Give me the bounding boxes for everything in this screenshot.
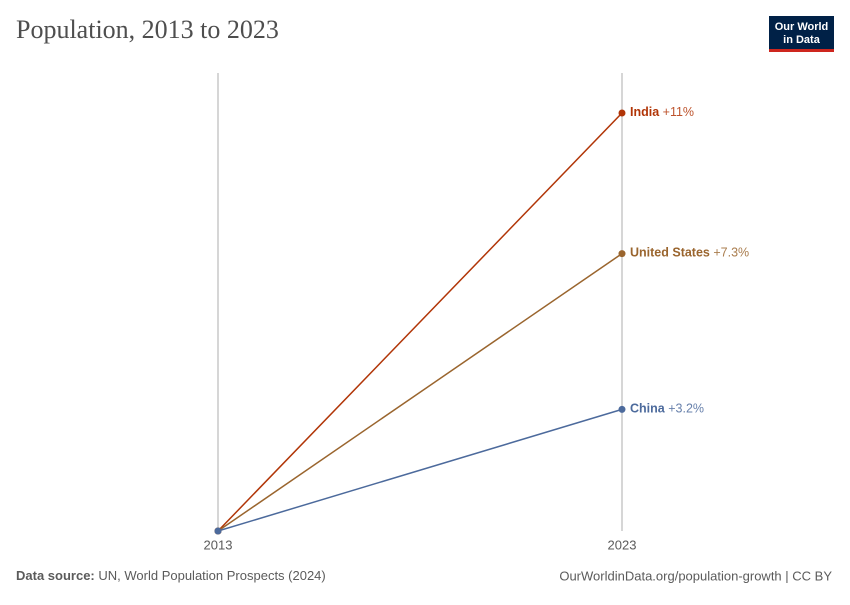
x-tick-label: 2023	[608, 537, 637, 552]
point	[618, 250, 626, 258]
series-name: India	[630, 105, 660, 119]
series-name: China	[630, 402, 666, 416]
logo-text: in Data	[783, 34, 821, 46]
logo-text: Our World	[775, 21, 829, 33]
point	[214, 527, 222, 535]
value-label: +7.3%	[713, 246, 749, 260]
series-name: United States	[630, 246, 710, 260]
series-line	[217, 252, 623, 532]
series-line	[217, 408, 623, 532]
x-tick-label: 2013	[204, 537, 233, 552]
url[interactable]: OurWorldinData.org/population-growth | C…	[559, 568, 832, 583]
point	[618, 405, 626, 413]
source: Data source: UN, World Population Prospe…	[16, 568, 326, 583]
source-text: UN, World Population Prospects (2024)	[98, 568, 325, 583]
series-label: United States +7.3%	[630, 246, 749, 260]
series-label: China +3.2%	[630, 402, 704, 416]
logo	[769, 16, 834, 52]
value-label: +11%	[663, 105, 694, 119]
source-label: Data source:	[16, 568, 95, 583]
logo-bar	[769, 49, 834, 52]
value-label: +3.2%	[668, 402, 704, 416]
chart-title: Population, 2013 to 2023	[16, 15, 279, 44]
series-line	[217, 112, 623, 532]
point	[618, 109, 626, 117]
series-label: India +11%	[630, 105, 694, 119]
